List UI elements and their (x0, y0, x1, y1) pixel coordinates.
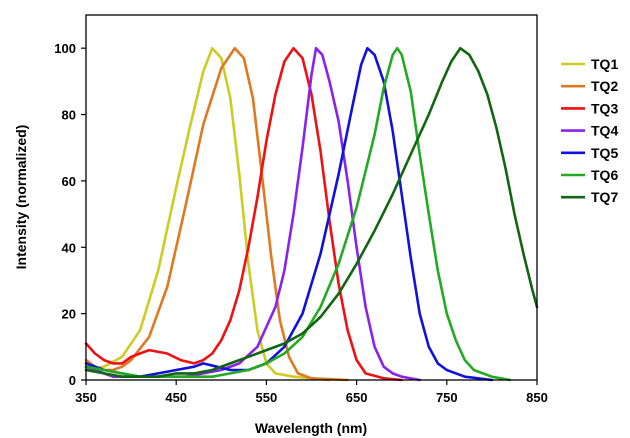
legend-entry-tq6: TQ6 (561, 167, 618, 183)
legend-entry-tq1: TQ1 (561, 56, 618, 72)
series-line-tq6 (84, 46, 512, 382)
tick-group: 350 450 550 650 750 850 0 20 40 60 80 100 (54, 41, 548, 405)
legend: TQ1 TQ2 TQ3 TQ4 TQ5 TQ6 TQ7 (561, 56, 618, 205)
series-line-tq3 (84, 46, 403, 382)
plot-frame (85, 14, 538, 381)
y-tick-label: 100 (54, 41, 76, 56)
series-line-tq5 (84, 46, 494, 382)
x-tick-label: 650 (346, 390, 368, 405)
legend-label: TQ4 (591, 123, 618, 139)
x-axis-title: Wavelength (nm) (255, 420, 367, 436)
x-tick-label: 550 (256, 390, 278, 405)
x-tick-label: 450 (165, 390, 187, 405)
legend-label: TQ6 (591, 167, 618, 183)
y-tick-label: 60 (62, 174, 76, 189)
x-tick-label: 350 (75, 390, 97, 405)
x-tick-label: 750 (436, 390, 458, 405)
x-tick-label: 850 (526, 390, 548, 405)
legend-label: TQ7 (591, 189, 618, 205)
legend-label: TQ2 (591, 78, 618, 94)
y-tick-label: 80 (62, 108, 76, 123)
series-line-tq7 (84, 46, 539, 378)
legend-entry-tq5: TQ5 (561, 145, 618, 161)
y-tick-label: 40 (62, 240, 76, 255)
legend-entry-tq4: TQ4 (561, 123, 618, 139)
legend-label: TQ3 (591, 100, 618, 116)
legend-entry-tq2: TQ2 (561, 78, 618, 94)
y-tick-label: 20 (62, 307, 76, 322)
legend-entry-tq7: TQ7 (561, 189, 618, 205)
y-axis-title: Intensity (normalized) (13, 125, 29, 270)
legend-label: TQ1 (591, 56, 618, 72)
y-tick-label: 0 (69, 373, 76, 388)
legend-entry-tq3: TQ3 (561, 100, 618, 116)
plot-series-group (84, 46, 539, 382)
series-line-tq1 (84, 46, 331, 382)
legend-label: TQ5 (591, 145, 618, 161)
